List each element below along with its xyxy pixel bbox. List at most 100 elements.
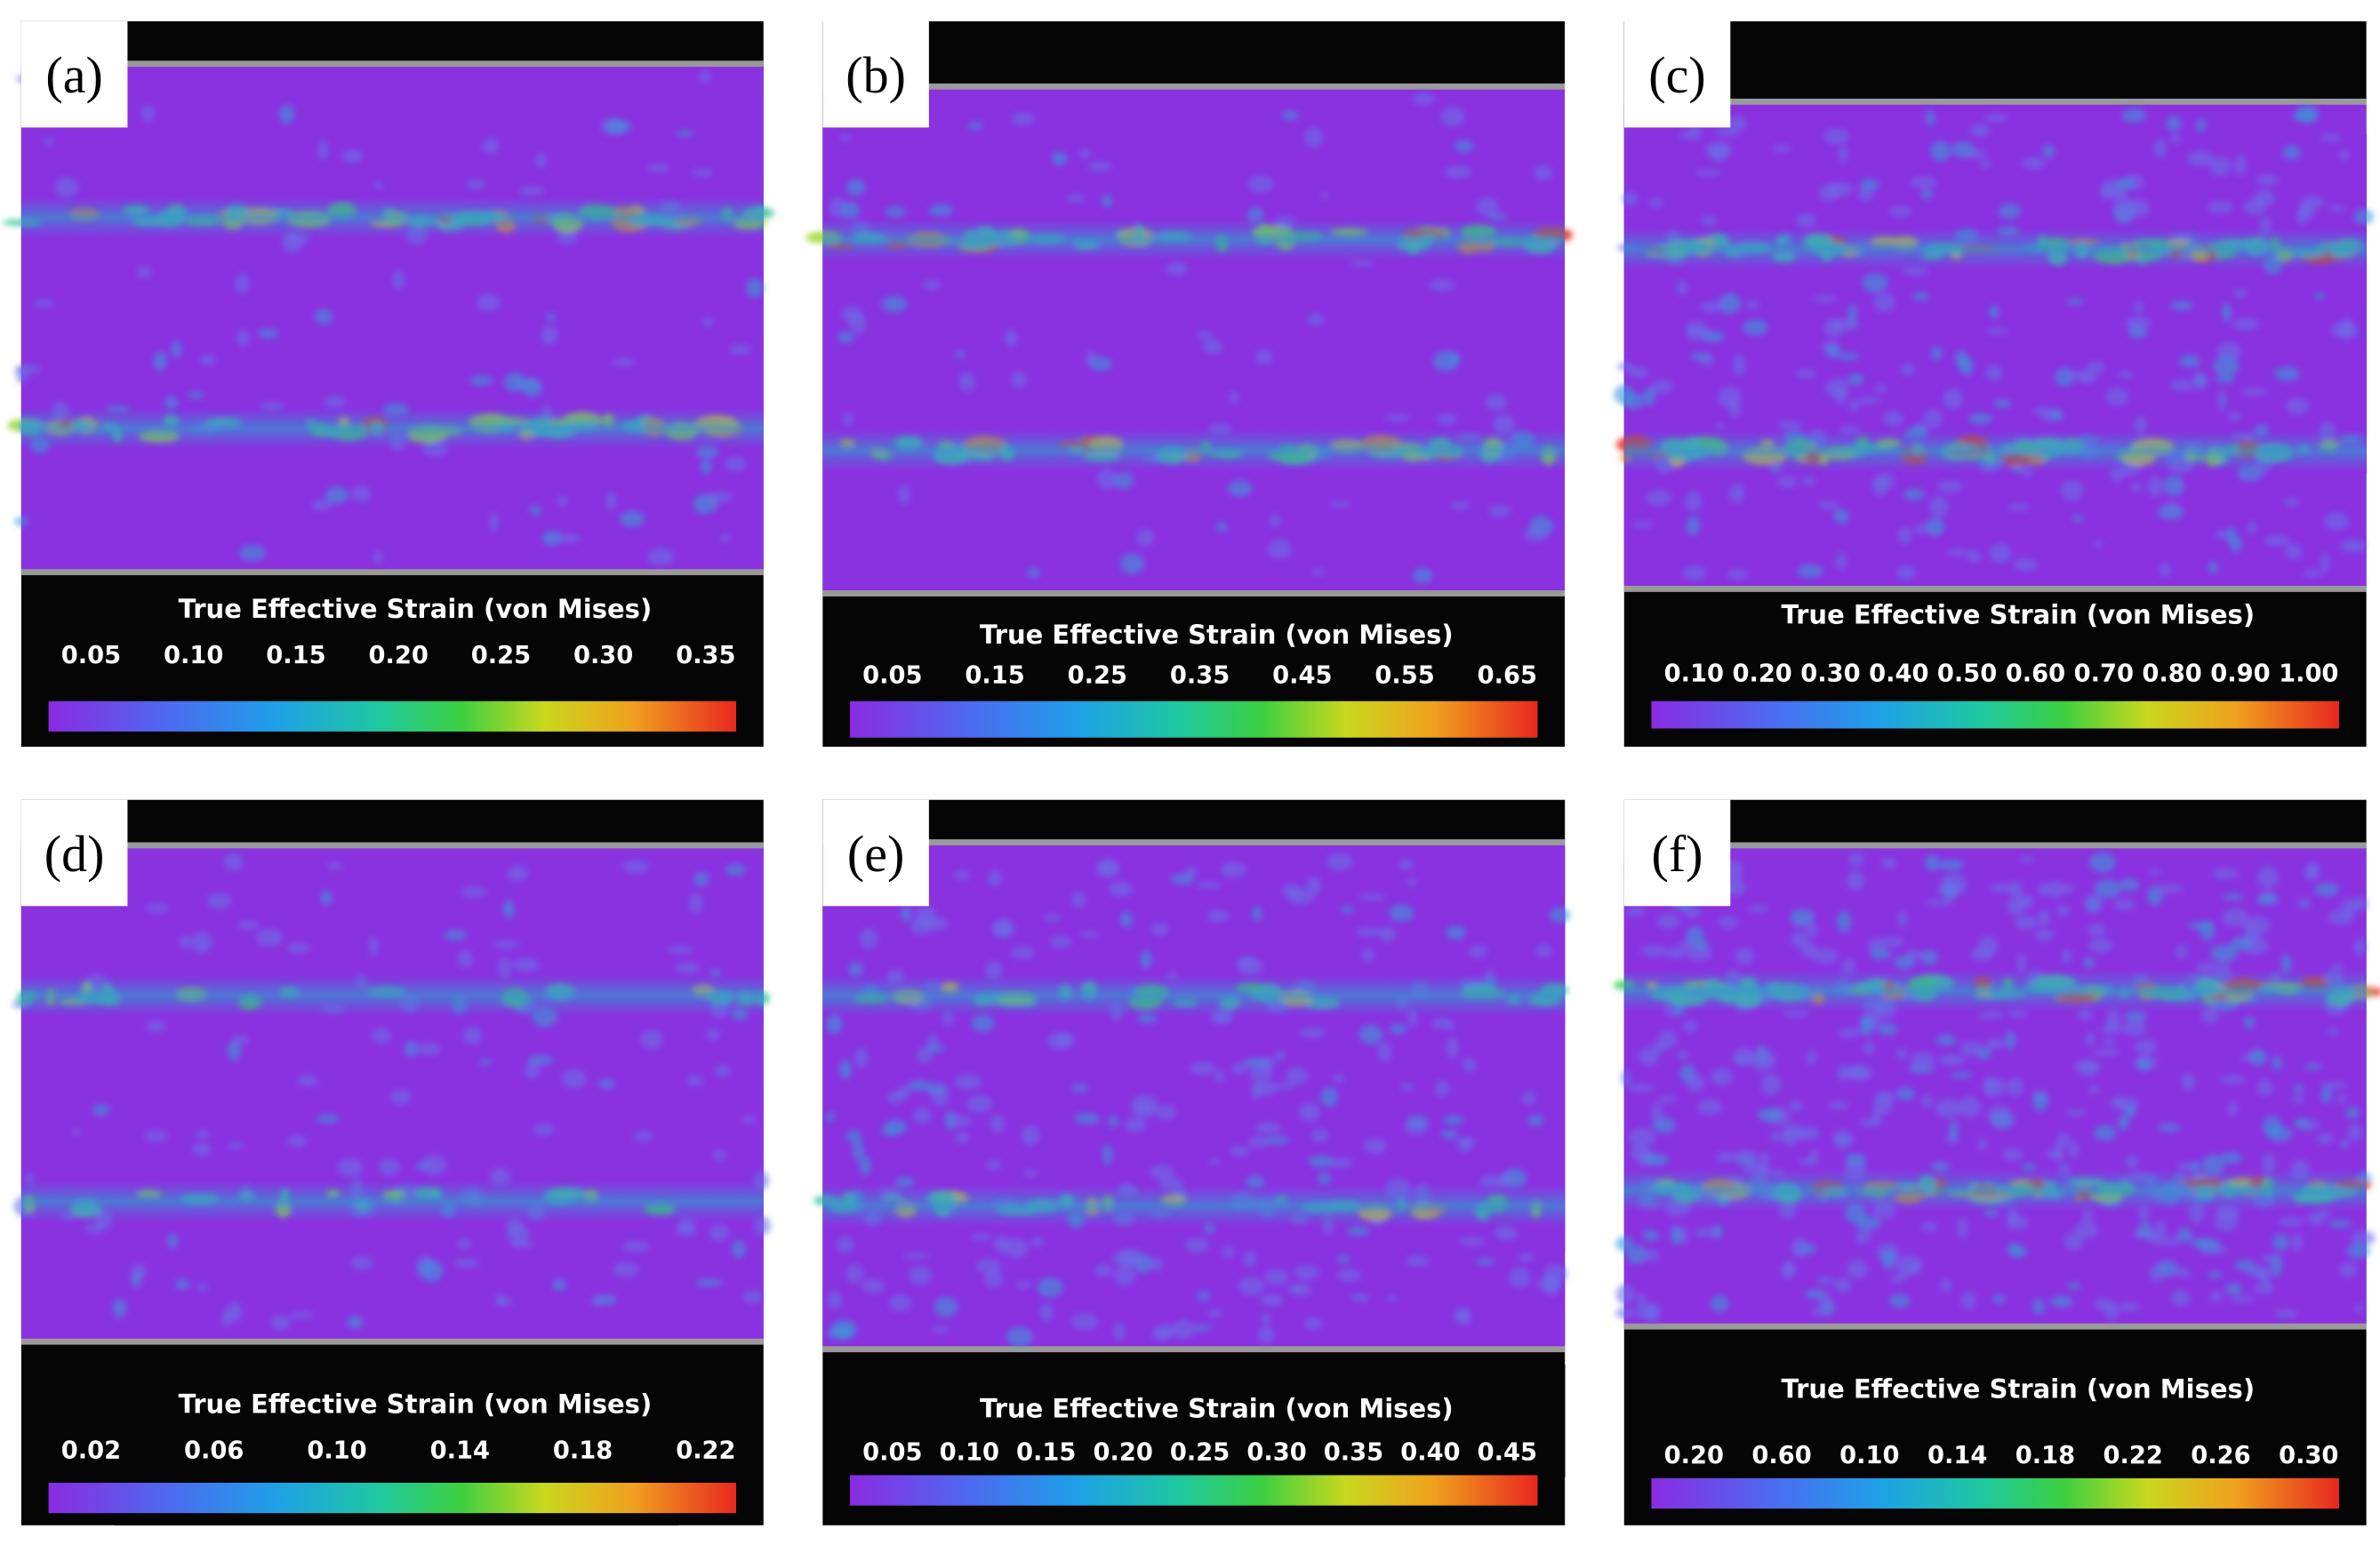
strain-speckle	[2121, 108, 2147, 123]
strain-speckle	[1458, 1139, 1471, 1153]
strain-speckle	[2208, 1271, 2223, 1278]
strain-speckle	[1254, 1122, 1282, 1134]
colorbar	[1651, 1477, 2339, 1509]
strain-speckle	[621, 860, 649, 874]
strain-speckle	[286, 943, 310, 953]
strain-speckle	[1073, 1113, 1101, 1125]
strain-speckle	[971, 1014, 995, 1033]
strain-speckle	[1124, 1117, 1147, 1133]
strain-speckle	[341, 148, 364, 164]
colorbar-tick-label: 0.15	[1016, 1438, 1076, 1466]
strain-speckle	[2214, 1212, 2239, 1231]
strain-speckle	[2009, 1245, 2027, 1259]
strain-speckle	[2071, 516, 2084, 523]
strain-speckle	[1358, 893, 1386, 901]
strain-speckle	[2123, 1011, 2148, 1021]
strain-speckle	[2149, 869, 2161, 876]
strain-speckle	[43, 138, 54, 146]
strain-speckle	[1695, 1228, 1718, 1237]
strain-speckle	[1920, 949, 1938, 965]
label-box	[20, 20, 128, 128]
strain-speckle	[2200, 920, 2216, 941]
strain-speckle	[2286, 397, 2310, 414]
strain-speckle	[1670, 1226, 1682, 1245]
colorbar-tick-label: 0.35	[1324, 1438, 1383, 1466]
strain-speckle	[2084, 894, 2103, 913]
strain-speckle	[146, 903, 170, 913]
colorbar-tick-label: 0.10	[940, 1438, 999, 1466]
strain-speckle	[1950, 1072, 1973, 1079]
strain-speckle	[2234, 1260, 2256, 1271]
colorbar-tick-label: 0.10	[164, 642, 223, 669]
strain-speckle	[1987, 1105, 2011, 1125]
strain-speckle	[2300, 203, 2315, 219]
strain-speckle	[1400, 1083, 1414, 1091]
strain-speckle	[1837, 352, 1860, 360]
strain-speckle	[1196, 881, 1222, 889]
strain-band	[20, 407, 764, 450]
strain-speckle	[2208, 561, 2219, 574]
strain-speckle	[1087, 162, 1112, 172]
strain-speckle	[1282, 883, 1302, 899]
strain-band	[1623, 429, 2367, 473]
strain-speckle	[1960, 1041, 1982, 1056]
strain-speckle	[2217, 389, 2227, 412]
strain-speckle	[2171, 1289, 2191, 1307]
strain-speckle	[1440, 1129, 1458, 1140]
strain-speckle	[1229, 1145, 1251, 1157]
strain-speckle	[1185, 866, 1198, 877]
strain-speckle	[1930, 140, 1951, 162]
strain-speckle	[1746, 300, 1759, 309]
strain-speckle	[2321, 1082, 2347, 1089]
strain-speckle	[533, 1123, 555, 1136]
colorbar-title: True Effective Strain (von Mises)	[179, 1389, 653, 1419]
strain-speckle	[2060, 480, 2084, 501]
strain-speckle	[2254, 1283, 2274, 1294]
strain-speckle	[2147, 885, 2163, 906]
strain-speckle	[15, 364, 42, 373]
strain-speckle	[1131, 1094, 1158, 1113]
strain-speckle	[2016, 954, 2027, 973]
strain-speckle	[2104, 1301, 2119, 1320]
strain-speckle	[466, 180, 486, 190]
strain-speckle	[562, 1069, 587, 1089]
strain-speckle	[1988, 304, 1999, 319]
strain-speckle	[1271, 1083, 1296, 1090]
strain-speckle	[417, 1043, 441, 1055]
strain-speckle	[2148, 1264, 2165, 1282]
strain-speckle	[2007, 1077, 2024, 1097]
strain-speckle	[337, 1158, 363, 1177]
colorbar-tick-label: 1.00	[2279, 660, 2338, 688]
strain-speckle	[444, 930, 468, 941]
strain-speckle	[1071, 891, 1086, 909]
strain-speckle	[552, 1278, 566, 1292]
strain-speckle	[289, 1311, 314, 1319]
strain-speckle	[2125, 1105, 2136, 1118]
strain-speckle	[1816, 1276, 1834, 1285]
strain-speckle	[1791, 1237, 1808, 1258]
strain-speckle	[2240, 388, 2269, 396]
colorbar-tick-label: 0.22	[2104, 1442, 2163, 1469]
strain-speckle	[1926, 516, 1945, 537]
colorbar-tick-label: 0.06	[184, 1437, 244, 1465]
strain-speckle	[2007, 503, 2031, 511]
strain-speckle	[1486, 212, 1508, 220]
strain-speckle	[228, 1142, 244, 1149]
strain-speckle	[2083, 957, 2096, 969]
strain-speckle	[175, 1278, 189, 1290]
strain-speckle	[881, 296, 908, 313]
strain-speckle	[2093, 1125, 2117, 1141]
strain-speckle	[1985, 1038, 2005, 1050]
strain-speckle	[1857, 396, 1881, 404]
strain-speckle	[1173, 1319, 1195, 1340]
strain-speckle	[1848, 853, 1865, 867]
strain-speckle	[1714, 423, 1726, 430]
strain-speckle	[1920, 188, 1934, 200]
strain-speckle	[2088, 938, 2113, 953]
strain-speckle	[1718, 916, 1738, 929]
label-box	[822, 20, 929, 128]
strain-speckle	[131, 1264, 148, 1279]
strain-speckle	[1377, 1042, 1392, 1062]
strain-speckle	[1615, 1307, 1635, 1319]
panel: (f) True Effective Strain (von Mises) 0.20…	[1613, 799, 2380, 1525]
